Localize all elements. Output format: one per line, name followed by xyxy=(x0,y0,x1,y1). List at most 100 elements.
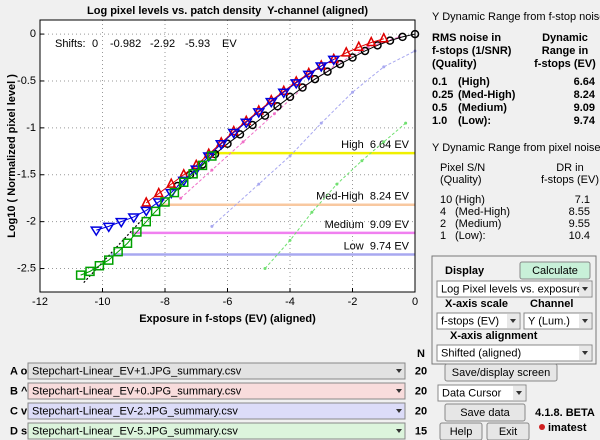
marker-circle xyxy=(248,120,257,130)
dropdown-arrow xyxy=(396,389,402,393)
channel-label: Channel xyxy=(530,298,573,310)
shift-value: -2.92 xyxy=(150,38,175,50)
dr-level-label: Low 9.74 EV xyxy=(344,240,410,252)
pixel-sn: 2 xyxy=(440,218,446,230)
calculate-button-label: Calculate xyxy=(532,265,578,277)
save-display-button[interactable] xyxy=(444,363,558,382)
align-select[interactable] xyxy=(436,344,593,362)
marker-triangle-up xyxy=(378,32,389,43)
xscale-select-text: f-stops (EV) xyxy=(441,315,499,327)
unaligned-point xyxy=(288,238,292,242)
table-header: DR in xyxy=(556,162,584,174)
pixel-sn: 1 xyxy=(440,230,446,242)
unaligned-point xyxy=(382,140,386,144)
file-name: Stepchart-Linear_EV-2.JPG_summary.csv xyxy=(32,405,238,417)
marker-triangle-down xyxy=(127,213,141,224)
display-select[interactable] xyxy=(436,280,593,298)
marker-square xyxy=(207,151,217,161)
fit-line xyxy=(83,214,147,284)
y-tick-label: 0 xyxy=(30,28,36,40)
x-tick-label: -12 xyxy=(32,296,48,308)
table-header: RMS noise in xyxy=(432,32,501,44)
pixel-sn: 10 xyxy=(440,194,452,206)
dynamic-range: 9.09 xyxy=(574,102,595,114)
marker-square xyxy=(150,206,161,217)
marker-triangle-up xyxy=(153,186,164,198)
unaligned-point xyxy=(310,210,314,214)
exit-button-label: Exit xyxy=(499,426,517,438)
file-name: Stepchart-Linear_EV-5.JPG_summary.csv xyxy=(32,425,238,437)
channel-select[interactable] xyxy=(523,312,593,330)
marker-circle xyxy=(310,74,320,84)
exit-button[interactable] xyxy=(486,422,530,440)
unaligned-point xyxy=(288,154,292,158)
marker-triangle-down xyxy=(227,128,241,139)
cursor-select-text: Data Cursor xyxy=(442,387,502,399)
dropdown-arrow xyxy=(510,319,516,323)
y-tick-label: -0.5 xyxy=(17,75,36,87)
unaligned-point xyxy=(404,121,408,125)
marker-triangle-down xyxy=(177,176,191,187)
marker-circle xyxy=(335,59,345,69)
table-header: Pixel S/N xyxy=(440,162,485,174)
dynamic-range: 10.4 xyxy=(569,230,590,242)
dropdown-arrow xyxy=(516,391,522,395)
marker-square xyxy=(179,177,189,188)
file-select[interactable] xyxy=(27,382,406,400)
quality: (Med-High) xyxy=(455,206,510,218)
marker-square xyxy=(160,197,170,207)
quality: (Medium) xyxy=(455,218,501,230)
quality: (Low): xyxy=(455,230,486,242)
file-select[interactable] xyxy=(27,402,406,420)
marker-triangle-up xyxy=(166,177,177,188)
logo-name: imatest xyxy=(548,422,587,434)
marker-square xyxy=(94,260,105,271)
dropdown-arrow xyxy=(396,429,402,433)
file-tag: C v xyxy=(10,405,28,417)
file-count: 20 xyxy=(415,365,427,377)
xscale-select[interactable] xyxy=(436,312,521,330)
marker-triangle-down xyxy=(89,226,103,237)
calculate-button[interactable] xyxy=(519,261,591,280)
file-select[interactable] xyxy=(27,422,406,440)
dr-level-label: Med-High 8.24 EV xyxy=(316,191,410,203)
x-tick-label: 0 xyxy=(412,296,418,308)
table-header: Range in xyxy=(542,45,589,57)
marker-triangle-down xyxy=(214,140,228,151)
file-select[interactable] xyxy=(27,362,406,380)
marker-circle xyxy=(398,32,407,42)
xscale-label: X-axis scale xyxy=(445,298,508,310)
marker-triangle-down xyxy=(302,70,316,81)
shift-value: -0.982 xyxy=(110,38,141,50)
marker-triangle-down xyxy=(239,118,253,129)
channel-select-text: Y (Lum.) xyxy=(528,315,570,327)
unaligned-point xyxy=(210,224,214,228)
dropdown-arrow xyxy=(582,319,588,323)
marker-circle xyxy=(360,46,370,56)
unaligned-point xyxy=(241,140,245,144)
marker-circle xyxy=(260,111,270,120)
marker-square xyxy=(104,255,114,265)
table-header: f-stops (EV) xyxy=(534,58,596,70)
marker-triangle-down xyxy=(314,62,328,73)
marker-triangle-down xyxy=(114,217,128,229)
unaligned-point xyxy=(263,267,267,271)
marker-circle xyxy=(323,67,332,76)
dynamic-range: 9.74 xyxy=(574,115,596,127)
marker-square xyxy=(122,238,133,248)
file-count: 20 xyxy=(415,405,427,417)
y-tick-label: -1 xyxy=(26,122,36,134)
marker-triangle-down xyxy=(289,79,303,90)
unaligned-point xyxy=(319,121,323,125)
cursor-select[interactable] xyxy=(437,384,527,402)
help-button[interactable] xyxy=(439,422,483,440)
file-name: Stepchart-Linear_EV+1.JPG_summary.csv xyxy=(32,365,242,377)
save-data-button[interactable] xyxy=(444,403,526,422)
file-count: 20 xyxy=(415,385,427,397)
marker-triangle-down xyxy=(139,206,153,217)
marker-circle xyxy=(348,53,357,62)
marker-square xyxy=(197,160,208,171)
shifts-label: Shifts: xyxy=(55,38,86,50)
file-count: 15 xyxy=(415,425,427,437)
